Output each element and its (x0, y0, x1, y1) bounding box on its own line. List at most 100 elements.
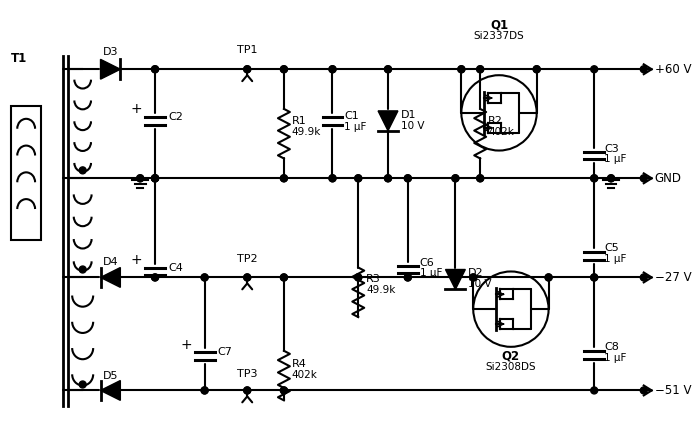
Circle shape (136, 175, 144, 182)
Circle shape (452, 175, 459, 182)
Circle shape (281, 387, 288, 394)
Circle shape (201, 274, 208, 281)
Text: TP2: TP2 (237, 254, 258, 264)
Circle shape (281, 175, 288, 182)
Circle shape (640, 387, 648, 394)
Circle shape (355, 274, 362, 281)
Text: TP1: TP1 (237, 45, 258, 55)
Circle shape (281, 274, 288, 281)
Circle shape (329, 175, 336, 182)
Text: +: + (130, 102, 142, 116)
Text: C3: C3 (604, 144, 619, 153)
Text: 1 μF: 1 μF (604, 154, 626, 164)
Text: −51 V: −51 V (654, 384, 691, 397)
Circle shape (79, 167, 86, 174)
Circle shape (201, 387, 208, 394)
Circle shape (458, 66, 465, 73)
Circle shape (608, 175, 615, 182)
Text: TP3: TP3 (237, 368, 258, 379)
Circle shape (244, 274, 251, 281)
Circle shape (355, 274, 362, 281)
Circle shape (244, 387, 251, 394)
Circle shape (405, 274, 412, 281)
Circle shape (329, 175, 336, 182)
Circle shape (79, 266, 86, 273)
Circle shape (405, 274, 412, 281)
Text: C7: C7 (218, 347, 232, 357)
Circle shape (244, 66, 251, 73)
Circle shape (152, 175, 158, 182)
Circle shape (405, 175, 412, 182)
Circle shape (152, 175, 158, 182)
Text: 49.9k: 49.9k (366, 285, 396, 295)
Circle shape (477, 175, 484, 182)
Circle shape (533, 66, 540, 73)
Circle shape (591, 66, 598, 73)
Circle shape (591, 175, 598, 182)
Text: C6: C6 (420, 258, 435, 268)
Text: C8: C8 (604, 342, 619, 352)
Circle shape (452, 175, 459, 182)
Circle shape (244, 66, 251, 73)
Circle shape (152, 175, 158, 182)
Circle shape (477, 175, 484, 182)
Circle shape (545, 274, 552, 281)
Circle shape (329, 66, 336, 73)
Circle shape (405, 175, 412, 182)
Circle shape (281, 66, 288, 73)
Polygon shape (101, 60, 120, 79)
Circle shape (545, 274, 552, 281)
Circle shape (244, 387, 251, 394)
Circle shape (640, 274, 648, 281)
Circle shape (244, 274, 251, 281)
Text: D2: D2 (468, 269, 484, 278)
Text: Q2: Q2 (502, 349, 520, 362)
Circle shape (470, 274, 477, 281)
Text: R4: R4 (292, 359, 307, 368)
Text: D5: D5 (103, 371, 118, 380)
Circle shape (136, 175, 144, 182)
Circle shape (591, 175, 598, 182)
Text: C1: C1 (344, 111, 359, 121)
Text: R3: R3 (366, 275, 381, 284)
Circle shape (477, 66, 484, 73)
Text: T1: T1 (11, 52, 27, 65)
Text: +: + (130, 252, 142, 266)
Text: D4: D4 (103, 257, 118, 266)
Text: D1: D1 (401, 110, 416, 120)
Circle shape (640, 175, 648, 182)
Circle shape (591, 387, 598, 394)
Text: +: + (180, 338, 192, 352)
Polygon shape (445, 269, 466, 289)
Circle shape (591, 274, 598, 281)
Text: 10 V: 10 V (401, 121, 424, 131)
Circle shape (281, 274, 288, 281)
Text: 1 μF: 1 μF (420, 269, 442, 278)
Circle shape (152, 274, 158, 281)
Circle shape (281, 66, 288, 73)
Circle shape (640, 66, 648, 73)
Circle shape (384, 66, 391, 73)
Text: C4: C4 (168, 263, 183, 272)
Circle shape (384, 175, 391, 182)
Text: 1 μF: 1 μF (344, 122, 367, 132)
Text: C2: C2 (168, 112, 183, 122)
Text: 1 μF: 1 μF (604, 353, 626, 363)
Circle shape (355, 175, 362, 182)
Circle shape (329, 66, 336, 73)
Text: Si2308DS: Si2308DS (486, 362, 536, 371)
Circle shape (384, 175, 391, 182)
Text: C5: C5 (604, 243, 619, 253)
Polygon shape (378, 111, 398, 131)
Circle shape (152, 274, 158, 281)
Circle shape (591, 274, 598, 281)
Circle shape (452, 274, 459, 281)
Text: −27 V: −27 V (654, 271, 692, 284)
Circle shape (281, 387, 288, 394)
Circle shape (458, 66, 465, 73)
Circle shape (152, 66, 158, 73)
Circle shape (384, 66, 391, 73)
Text: 10 V: 10 V (468, 279, 492, 289)
Text: +60 V: +60 V (654, 63, 691, 76)
Circle shape (281, 175, 288, 182)
